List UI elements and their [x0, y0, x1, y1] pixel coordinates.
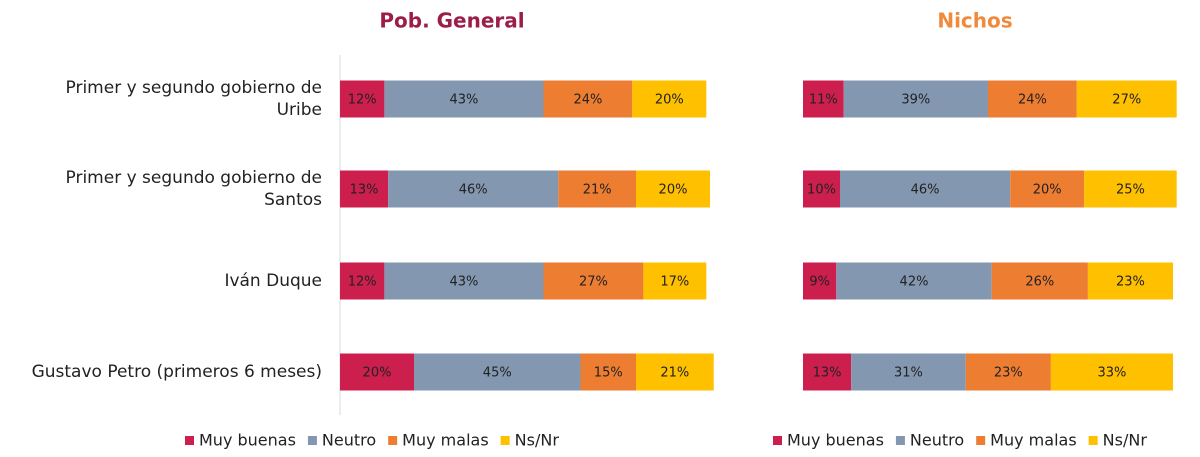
bar-segment	[384, 262, 544, 300]
value-label: 12%	[348, 93, 377, 108]
value-label: 25%	[1116, 183, 1145, 198]
value-label: 20%	[659, 183, 688, 198]
bar-segment	[340, 170, 389, 208]
bar-segment	[340, 80, 385, 118]
value-label: 13%	[350, 183, 379, 198]
bar-segment	[340, 262, 385, 300]
bar-segment	[543, 262, 644, 300]
bar-segment	[636, 353, 714, 391]
chart-title: Pob. General	[379, 9, 524, 33]
bar-segment	[1087, 262, 1173, 300]
legend-label: Neutro	[910, 431, 964, 450]
legend-swatch	[773, 436, 782, 445]
value-label: 23%	[1116, 275, 1145, 290]
value-label: 17%	[660, 275, 689, 290]
bar-segment	[836, 262, 992, 300]
value-label: 13%	[813, 366, 842, 381]
legend-swatch	[500, 436, 510, 445]
legend-label: Ns/Nr	[515, 431, 560, 450]
bar-segment	[803, 170, 840, 208]
bar-segment	[965, 353, 1051, 391]
category-label: Primer y segundo gobierno de Uribe	[65, 78, 322, 120]
value-label: 27%	[1112, 93, 1141, 108]
bar-segment	[388, 170, 559, 208]
value-label: 46%	[911, 183, 940, 198]
value-label: 20%	[1033, 183, 1062, 198]
bar-segment	[1084, 170, 1177, 208]
bar-segment	[851, 353, 966, 391]
value-label: 24%	[573, 93, 602, 108]
bar-segment	[543, 80, 633, 118]
chart-title: Nichos	[937, 9, 1012, 33]
legend-label: Muy malas	[402, 431, 488, 450]
value-label: 39%	[901, 93, 930, 108]
value-label: 42%	[900, 275, 929, 290]
bar-segment	[988, 80, 1077, 118]
legend-label: Muy malas	[990, 431, 1076, 450]
legend-swatch	[388, 436, 398, 445]
category-label: Gustavo Petro (primeros 6 meses)	[31, 362, 322, 382]
bar-segment	[384, 80, 544, 118]
value-label: 15%	[594, 366, 623, 381]
bar-segment	[803, 353, 852, 391]
value-label: 10%	[807, 183, 836, 198]
legend-swatch	[976, 436, 986, 445]
legend-swatch	[307, 436, 317, 445]
value-label: 23%	[994, 366, 1023, 381]
value-label: 26%	[1025, 275, 1054, 290]
value-label: 46%	[459, 183, 488, 198]
value-label: 12%	[348, 275, 377, 290]
bar-segment	[803, 80, 844, 118]
legend-label: Muy buenas	[199, 431, 296, 450]
category-label: Primer y segundo gobierno de Santos	[65, 168, 322, 210]
value-label: 21%	[583, 183, 612, 198]
bar-segment	[636, 170, 710, 208]
bar-segment	[340, 353, 414, 391]
value-label: 24%	[1018, 93, 1047, 108]
value-label: 20%	[363, 366, 392, 381]
legend-swatch	[895, 436, 905, 445]
bar-segment	[1010, 170, 1085, 208]
bar-segment	[580, 353, 636, 391]
bar-segment	[991, 262, 1088, 300]
value-label: 43%	[449, 275, 478, 290]
value-label: 33%	[1097, 366, 1126, 381]
bar-segment	[643, 262, 707, 300]
legend-label: Ns/Nr	[1103, 431, 1148, 450]
bar-segment	[1050, 353, 1173, 391]
bar-segment	[843, 80, 988, 118]
bar-segment	[558, 170, 636, 208]
value-label: 45%	[483, 366, 512, 381]
legend-swatch	[185, 436, 194, 445]
value-label: 27%	[579, 275, 608, 290]
value-label: 11%	[809, 93, 838, 108]
value-label: 43%	[449, 93, 478, 108]
value-label: 21%	[660, 366, 689, 381]
bar-segment	[414, 353, 581, 391]
bar-segment	[1076, 80, 1177, 118]
legend-label: Muy buenas	[787, 431, 884, 450]
category-label: Iván Duque	[224, 271, 322, 291]
value-label: 9%	[809, 275, 830, 290]
bar-segment	[840, 170, 1011, 208]
legend-swatch	[1088, 436, 1098, 445]
legend-label: Neutro	[322, 431, 376, 450]
value-label: 31%	[894, 366, 923, 381]
bar-segment	[803, 262, 837, 300]
bar-segment	[632, 80, 707, 118]
value-label: 20%	[655, 93, 684, 108]
